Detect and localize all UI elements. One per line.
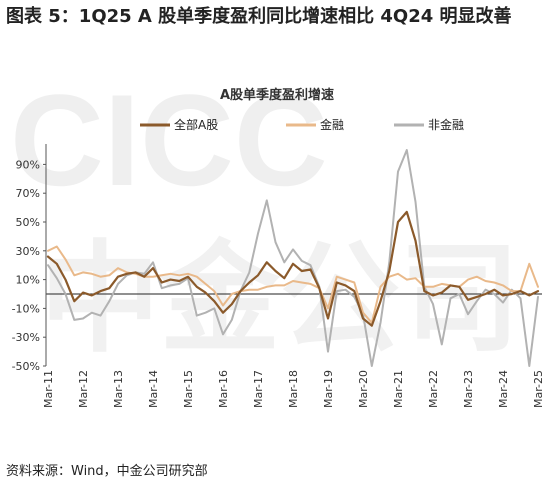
series-line-0 <box>46 210 540 327</box>
y-tick-label: 50% <box>16 216 40 229</box>
x-tick-label: Mar-17 <box>252 370 265 408</box>
x-tick-label: Mar-11 <box>42 370 55 408</box>
source-note: 资料来源：Wind，中金公司研究部 <box>6 464 208 479</box>
x-tick-label: Mar-23 <box>462 370 475 408</box>
x-tick-label: Mar-18 <box>287 370 300 408</box>
line-chart: 90% 70% 50% 30% 10% -10% -30% -50%Mar-11 Mar-12 M… <box>12 117 545 408</box>
chart-series <box>46 149 540 367</box>
y-tick-label: 10% <box>16 274 40 287</box>
x-tick-label: Mar-15 <box>182 370 195 408</box>
x-tick-label: Mar-13 <box>112 370 125 408</box>
x-tick-label: Mar-24 <box>497 370 510 408</box>
y-tick-label: -10% <box>12 302 40 315</box>
x-tick-label: Mar-12 <box>77 370 90 408</box>
chart-axes: 90% 70% 50% 30% 10% -10% -30% -50%Mar-11 Mar-12 M… <box>12 144 545 408</box>
x-tick-label: Mar-20 <box>357 370 370 408</box>
y-tick-label: 70% <box>16 187 40 200</box>
x-tick-label: Mar-25 <box>532 370 545 408</box>
y-tick-label: 90% <box>16 158 40 171</box>
y-tick-label: -50% <box>12 360 40 373</box>
x-tick-label: Mar-22 <box>427 370 440 408</box>
legend-label: 金融 <box>320 117 344 132</box>
figure-title: 图表 5：1Q25 A 股单季度盈利同比增速相比 4Q24 明显改善 <box>6 6 512 27</box>
x-tick-label: Mar-16 <box>217 370 230 408</box>
legend-label: 非金融 <box>428 117 464 132</box>
chart-legend: 全部A股 金融 非金融 <box>140 117 464 132</box>
series-line-2 <box>47 149 539 367</box>
chart-title: A股单季度盈利增速 <box>219 88 335 103</box>
series-line-1 <box>47 245 539 324</box>
x-tick-label: Mar-14 <box>147 370 160 408</box>
x-tick-label: Mar-19 <box>322 370 335 408</box>
x-tick-label: Mar-21 <box>392 370 405 408</box>
y-tick-label: -30% <box>12 331 40 344</box>
y-tick-label: 30% <box>16 245 40 258</box>
legend-label: 全部A股 <box>174 117 218 132</box>
